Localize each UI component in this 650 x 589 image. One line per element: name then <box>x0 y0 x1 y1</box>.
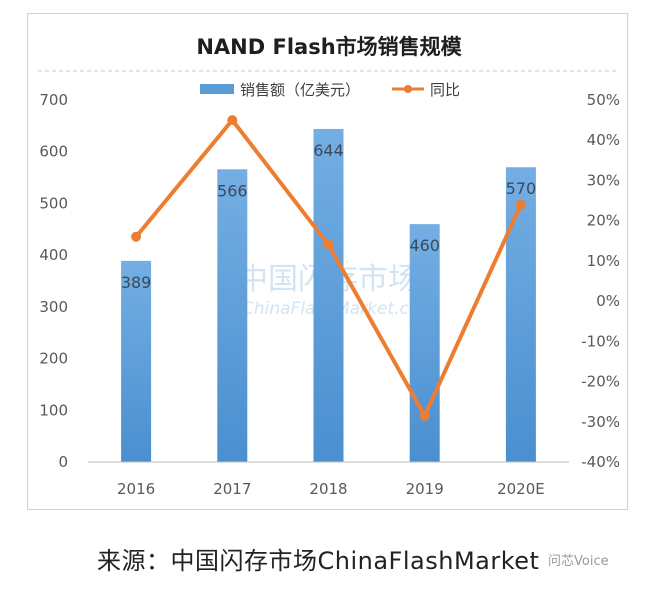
left-axis-tick-label: 300 <box>39 298 68 316</box>
x-axis-tick-label: 2019 <box>406 480 444 498</box>
line-group <box>131 115 526 421</box>
axes-group: 0 100 200 300 400 500 600 700 -40% -30% -20% -10% 0%… <box>39 91 620 498</box>
yoy-point <box>515 199 526 210</box>
left-axis-tick-label: 400 <box>39 246 68 264</box>
yoy-point <box>227 115 238 126</box>
legend-bar-label: 销售额（亿美元） <box>240 81 360 99</box>
right-axis-tick-label: 40% <box>587 131 620 149</box>
legend-line-marker <box>404 85 412 93</box>
bar <box>121 260 152 462</box>
bars-group: 389 566 644 460 570 <box>121 128 537 462</box>
corner-watermark: 问芯Voice <box>548 554 609 569</box>
legend: 销售额（亿美元） 同比 <box>200 81 460 99</box>
chart-frame: NAND Flash市场销售规模 销售额（亿美元） 同比 中国闪存市场 Chin… <box>27 13 628 510</box>
bar <box>313 128 344 462</box>
bar-data-label: 389 <box>121 273 152 292</box>
right-axis-tick-label: -20% <box>581 373 620 391</box>
source-caption: 来源：中国闪存市场ChinaFlashMarket <box>97 547 540 575</box>
legend-bar-swatch <box>200 84 234 94</box>
bar-data-label: 460 <box>409 236 440 255</box>
bar-data-label: 566 <box>217 181 248 200</box>
right-axis-tick-label: 50% <box>587 91 620 109</box>
chart-svg: NAND Flash市场销售规模 销售额（亿美元） 同比 中国闪存市场 Chin… <box>38 35 620 498</box>
yoy-point <box>323 239 334 250</box>
right-axis-tick-label: 30% <box>587 171 620 189</box>
legend-line-label: 同比 <box>430 81 460 99</box>
bar <box>505 167 536 462</box>
left-axis-tick-label: 600 <box>39 143 68 161</box>
right-axis-tick-label: -30% <box>581 413 620 431</box>
yoy-point <box>419 410 430 421</box>
bar-data-label: 570 <box>506 179 537 198</box>
x-axis-tick-label: 2018 <box>309 480 347 498</box>
bar <box>409 224 440 462</box>
x-axis-tick-label: 2016 <box>117 480 155 498</box>
x-axis-tick-label: 2017 <box>213 480 251 498</box>
left-axis-tick-label: 100 <box>39 401 68 419</box>
right-axis-tick-label: -10% <box>581 332 620 350</box>
x-axis-tick-label: 2020E <box>497 480 545 498</box>
left-axis-tick-label: 200 <box>39 350 68 368</box>
left-axis-tick-label: 500 <box>39 194 68 212</box>
right-axis-tick-label: 10% <box>587 252 620 270</box>
right-axis-tick-label: 0% <box>596 292 620 310</box>
left-axis-tick-label: 0 <box>58 453 68 471</box>
right-axis-tick-label: -40% <box>581 453 620 471</box>
yoy-point <box>131 231 142 242</box>
right-axis-tick-label: 20% <box>587 212 620 230</box>
bar-data-label: 644 <box>313 141 344 160</box>
chart-title: NAND Flash市场销售规模 <box>196 35 462 59</box>
left-axis-tick-label: 700 <box>39 91 68 109</box>
bar <box>217 169 248 462</box>
